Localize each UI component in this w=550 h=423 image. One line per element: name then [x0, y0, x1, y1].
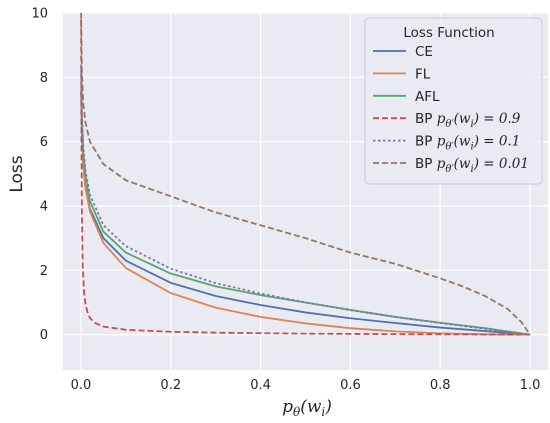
legend: Loss Function CE FL AFL BP pθ′(wi) = 0.9 BP …: [364, 17, 543, 185]
legend-label: BP pθ′(wi) = 0.9: [415, 111, 521, 130]
x-tick-label: 0.2: [160, 378, 181, 393]
y-tick-label: 0: [40, 328, 48, 343]
legend-label: BP pθ′(wi) = 0.01: [415, 156, 529, 175]
y-tick-label: 8: [40, 71, 48, 86]
y-tick-label: 2: [40, 264, 48, 279]
x-tick-labels: 0.0 0.2 0.4 0.6 0.8 1.0: [71, 378, 541, 393]
x-axis-label: pθ(wi): [282, 397, 332, 419]
y-tick-label: 4: [40, 199, 48, 214]
legend-label: AFL: [415, 89, 440, 105]
legend-label: FL: [415, 66, 431, 82]
legend-label: CE: [415, 44, 433, 60]
series-line-3: [80, 70, 531, 336]
series-line-2: [80, 90, 531, 336]
series-line-6: [80, 13, 531, 336]
y-tick-label: 10: [31, 7, 48, 22]
x-tick-label: 0.4: [250, 378, 271, 393]
x-tick-label: 0.8: [430, 378, 451, 393]
x-tick-label: 0.0: [71, 378, 92, 393]
series-line-4: [80, 19, 531, 336]
series-lines: [80, 13, 531, 336]
legend-title: Loss Function: [403, 25, 494, 41]
x-tick-label: 0.6: [340, 378, 361, 393]
legend-label: BP pθ′(wi) = 0.1: [415, 134, 520, 153]
y-tick-label: 6: [40, 135, 48, 150]
legend-box: [364, 17, 543, 185]
x-tick-label: 1.0: [520, 378, 541, 393]
y-axis-label: Loss: [7, 155, 27, 192]
y-tick-labels: 0 2 4 6 8 10: [31, 7, 48, 344]
